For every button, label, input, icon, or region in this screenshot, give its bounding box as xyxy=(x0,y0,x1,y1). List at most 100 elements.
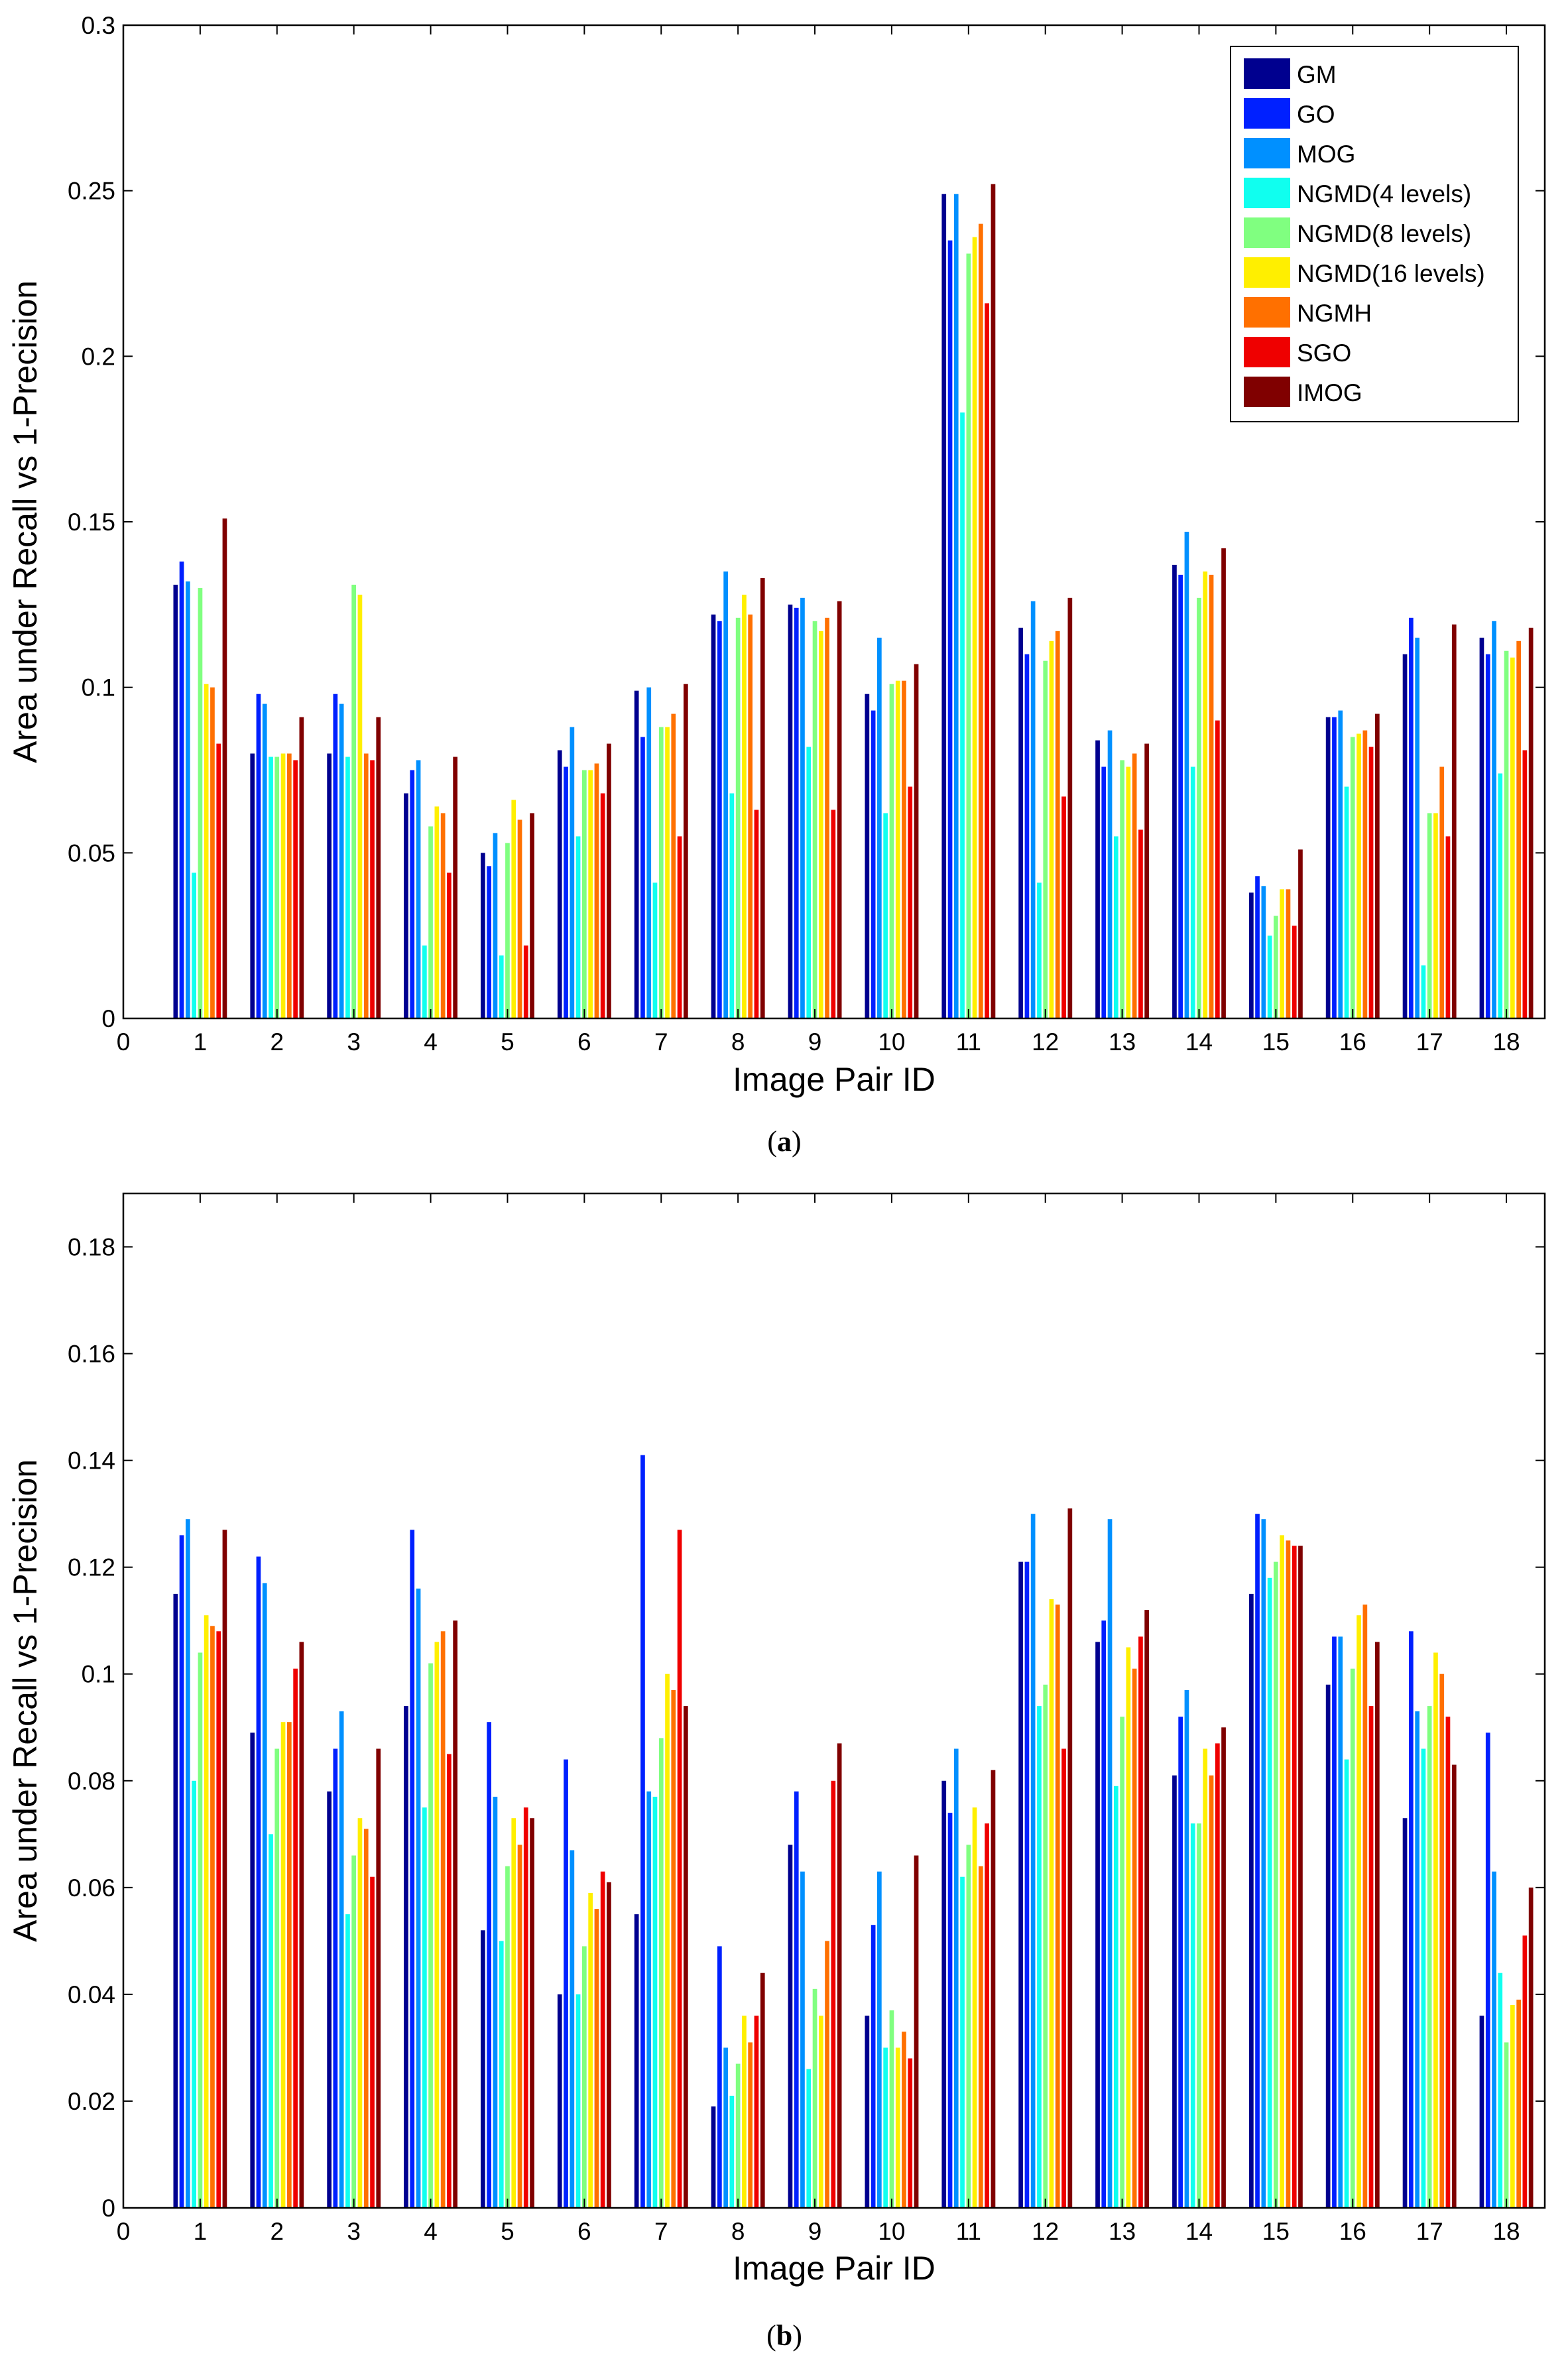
bar-b-pair-14-ngmh xyxy=(1209,1775,1214,2208)
bar-b-pair-3-ngmd-4-levels xyxy=(345,1914,350,2208)
bar-a-pair-13-ngmd-8-levels xyxy=(1120,760,1124,1018)
bar-b-pair-2-ngmd-4-levels xyxy=(269,1834,273,2208)
bar-b-pair-7-ngmd-8-levels xyxy=(658,1738,664,2208)
bar-b-pair-17-imog xyxy=(1451,1764,1457,2208)
bar-a-pair-4-ngmd-8-levels xyxy=(428,826,433,1018)
bar-b-pair-18-go xyxy=(1485,1733,1490,2208)
bar-a-pair-12-imog xyxy=(1067,597,1073,1018)
bar-b-pair-11-sgo xyxy=(985,1823,989,2208)
bar-b-pair-9-ngmd-16-levels xyxy=(819,2016,823,2208)
bar-b-pair-3-imog xyxy=(376,1748,381,2208)
bar-a-pair-16-mog xyxy=(1338,710,1343,1018)
bar-b-pair-16-imog xyxy=(1375,1642,1380,2208)
bar-b-pair-2-go xyxy=(256,1556,261,2208)
bar-a-pair-7-ngmh xyxy=(671,713,676,1018)
bar-a-pair-15-imog xyxy=(1298,849,1303,1018)
bar-a-pair-2-imog xyxy=(299,717,304,1018)
bar-a-pair-15-go xyxy=(1255,876,1260,1018)
bar-b-pair-15-gm xyxy=(1249,1593,1254,2208)
bar-b-pair-6-ngmd-16-levels xyxy=(588,1892,593,2208)
bar-b-pair-5-go xyxy=(487,1722,491,2208)
x-tick-label: 11 xyxy=(956,2218,981,2245)
bar-a-pair-6-imog xyxy=(607,743,611,1018)
y-axis-label: Area under Recall vs 1-Precision xyxy=(7,280,44,763)
bar-a-pair-4-imog xyxy=(453,757,457,1018)
bar-b-pair-13-ngmh xyxy=(1132,1668,1137,2208)
bar-b-pair-13-go xyxy=(1101,1620,1107,2208)
bar-b-pair-9-gm xyxy=(788,1845,793,2208)
bar-a-pair-17-ngmd-4-levels xyxy=(1421,965,1426,1018)
bar-b-pair-16-mog xyxy=(1338,1636,1343,2208)
bar-b-pair-7-sgo xyxy=(677,1530,682,2208)
bar-a-pair-10-ngmd-16-levels xyxy=(895,680,900,1018)
bar-a-pair-9-mog xyxy=(800,597,805,1018)
bar-a-pair-15-gm xyxy=(1249,892,1254,1018)
bar-a-pair-15-mog xyxy=(1261,886,1266,1018)
x-axis-label: Image Pair ID xyxy=(733,1061,935,1098)
x-tick-label: 15 xyxy=(1262,1028,1290,1056)
legend-label: NGMD(4 levels) xyxy=(1297,180,1471,208)
x-tick-label: 6 xyxy=(577,2218,591,2245)
bar-a-pair-6-ngmd-8-levels xyxy=(582,770,587,1018)
bar-b-pair-6-gm xyxy=(557,1994,562,2208)
bar-b-pair-18-ngmd-16-levels xyxy=(1510,2005,1515,2208)
x-tick-label: 1 xyxy=(194,1028,208,1056)
bar-b-pair-16-gm xyxy=(1325,1684,1331,2208)
y-tick-label: 0 xyxy=(101,1005,115,1032)
bar-a-pair-1-imog xyxy=(222,518,227,1018)
bar-a-pair-6-gm xyxy=(557,750,562,1018)
bar-b-pair-4-ngmd-8-levels xyxy=(428,1663,433,2208)
bar-a-pair-10-sgo xyxy=(908,786,913,1018)
bar-b-pair-4-sgo xyxy=(447,1754,452,2208)
bar-a-pair-18-mog xyxy=(1492,621,1496,1018)
bar-b-pair-17-mog xyxy=(1415,1711,1419,2208)
bar-a-pair-11-ngmd-16-levels xyxy=(972,237,977,1019)
legend-swatch xyxy=(1244,58,1290,89)
bar-a-pair-13-imog xyxy=(1144,743,1149,1018)
bar-a-pair-5-ngmd-4-levels xyxy=(499,955,504,1018)
bar-a-pair-7-ngmd-8-levels xyxy=(658,727,664,1018)
bar-a-pair-18-ngmd-8-levels xyxy=(1504,650,1509,1018)
bar-b-pair-14-gm xyxy=(1172,1775,1177,2208)
bar-a-pair-13-ngmd-4-levels xyxy=(1114,836,1118,1018)
bar-b-pair-10-gm xyxy=(865,2016,870,2208)
bar-a-pair-18-imog xyxy=(1528,627,1534,1018)
bar-b-pair-14-go xyxy=(1178,1717,1183,2208)
bar-a-pair-12-ngmh xyxy=(1055,631,1060,1018)
bar-a-pair-11-ngmd-4-levels xyxy=(960,412,965,1018)
bar-a-pair-2-sgo xyxy=(293,760,298,1018)
bar-b-pair-1-ngmh xyxy=(210,1626,215,2208)
bar-a-pair-3-ngmh xyxy=(363,753,369,1018)
legend-label: NGMH xyxy=(1297,300,1372,327)
bar-b-pair-10-ngmd-16-levels xyxy=(895,2047,900,2208)
bar-a-pair-11-ngmd-8-levels xyxy=(966,253,971,1018)
bar-b-pair-1-mog xyxy=(186,1519,190,2208)
bar-b-pair-15-ngmd-16-levels xyxy=(1280,1535,1284,2208)
bar-a-pair-8-sgo xyxy=(754,810,759,1018)
x-tick-label: 0 xyxy=(117,2218,131,2245)
bar-a-pair-14-gm xyxy=(1172,564,1177,1018)
bar-b-pair-12-ngmd-8-levels xyxy=(1043,1684,1048,2208)
bar-a-pair-13-ngmd-16-levels xyxy=(1126,766,1131,1018)
bar-a-pair-16-ngmd-4-levels xyxy=(1344,786,1349,1018)
bar-b-pair-15-ngmh xyxy=(1286,1540,1291,2208)
bar-a-pair-3-mog xyxy=(339,703,344,1018)
bar-a-pair-9-go xyxy=(794,607,799,1018)
bar-a-pair-7-ngmd-4-levels xyxy=(652,882,658,1018)
caption-a: (a) xyxy=(767,1125,801,1158)
bar-b-pair-2-mog xyxy=(262,1583,267,2208)
bar-a-pair-6-ngmd-4-levels xyxy=(575,836,581,1018)
bar-b-pair-13-mog xyxy=(1107,1519,1113,2208)
bar-b-pair-1-gm xyxy=(173,1593,178,2208)
bar-b-pair-8-imog xyxy=(760,1973,765,2208)
bar-b-pair-2-sgo xyxy=(293,1668,298,2208)
bar-b-pair-18-ngmh xyxy=(1516,1999,1521,2208)
bar-b-pair-12-go xyxy=(1024,1561,1030,2208)
bar-a-pair-8-mog xyxy=(723,571,728,1018)
bar-b-pair-11-go xyxy=(947,1813,953,2208)
x-tick-label: 13 xyxy=(1109,2218,1136,2245)
bar-b-pair-11-ngmh xyxy=(979,1866,983,2208)
bar-a-pair-8-imog xyxy=(760,578,765,1018)
bar-a-pair-14-imog xyxy=(1221,548,1226,1018)
y-tick-label: 0.15 xyxy=(68,509,115,536)
